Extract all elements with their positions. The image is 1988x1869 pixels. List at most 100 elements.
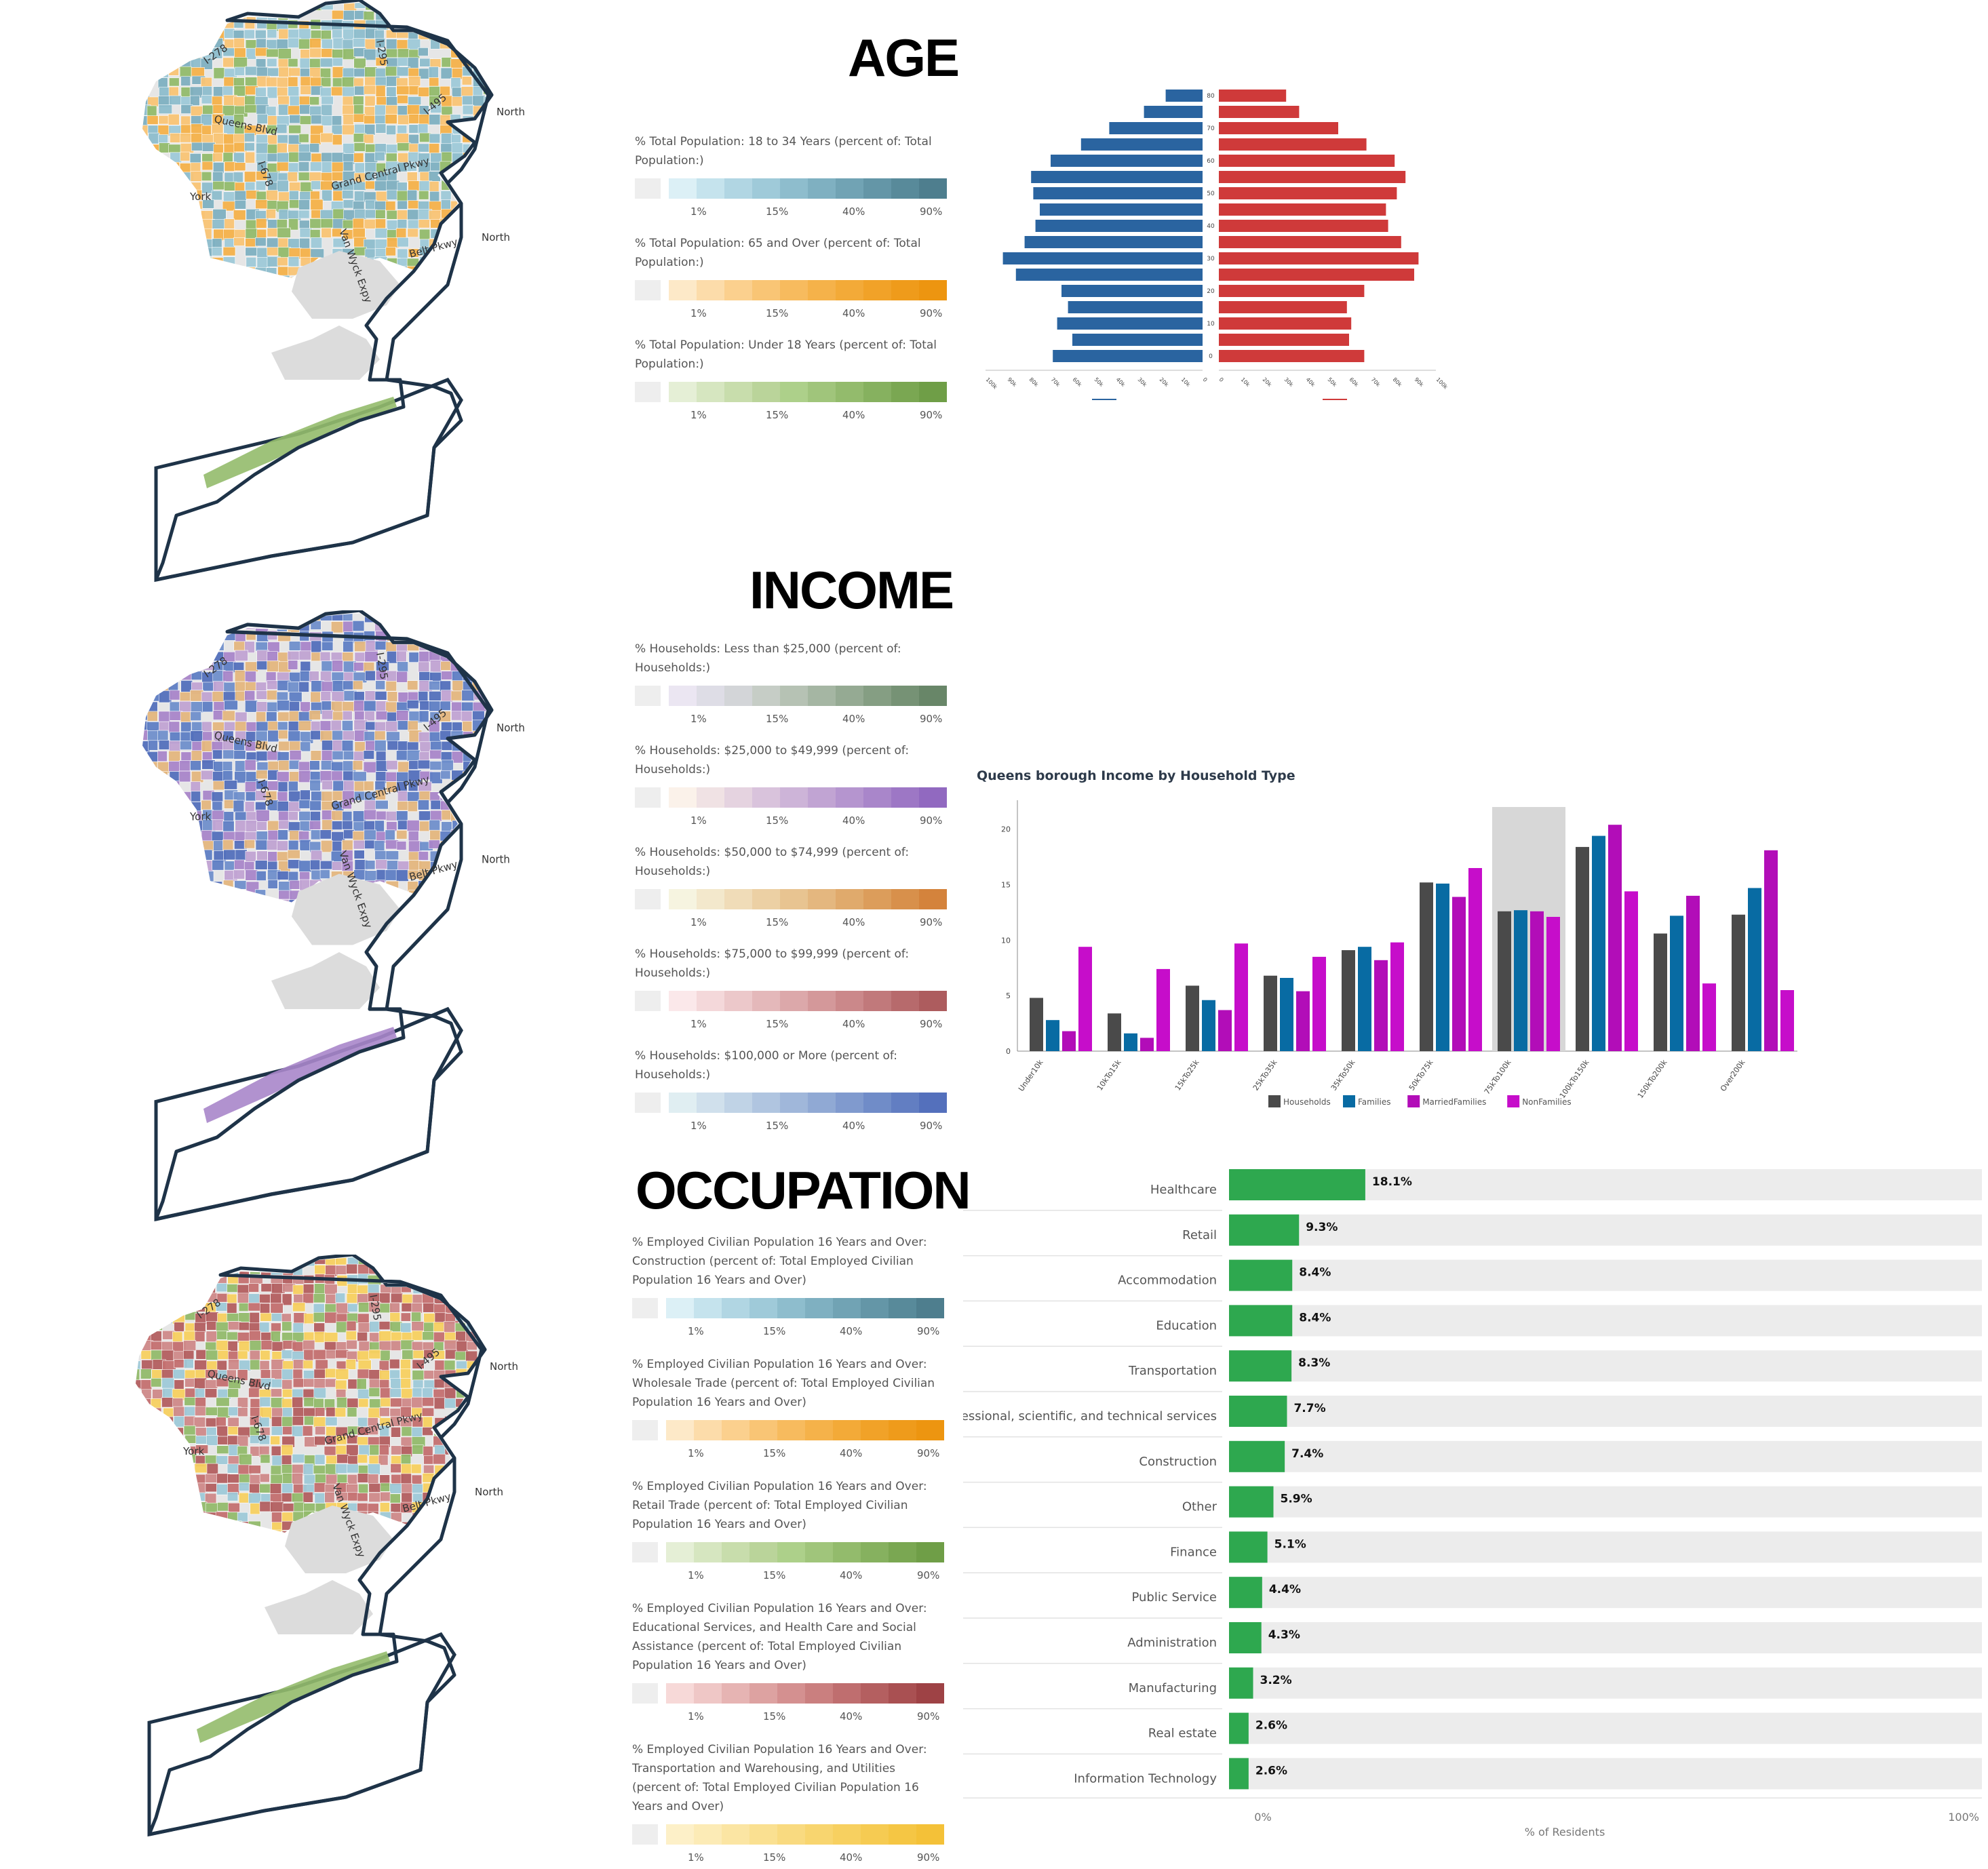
pyramid-x-tick-right: 40k [1305, 376, 1317, 388]
pyramid-x-tick-right: 80k [1392, 376, 1403, 388]
legend-swatch [780, 889, 808, 909]
map-tract [407, 209, 419, 220]
income-bar [1046, 1020, 1059, 1051]
map-tract [484, 781, 490, 792]
map-tract [142, 266, 151, 277]
map-tract [321, 189, 332, 201]
map-tract [195, 1264, 206, 1274]
map-tract [157, 199, 171, 211]
map-tract [190, 730, 203, 743]
map-tract [472, 20, 484, 29]
map-tract [147, 660, 157, 670]
map-tract [224, 218, 235, 229]
map-tract [288, 781, 298, 792]
map-tract [343, 613, 353, 621]
map-tract [179, 650, 193, 663]
map-tract [169, 690, 180, 701]
map-tract [238, 1303, 250, 1312]
legend-tick-label: 15% [766, 1120, 789, 1132]
map-tract [170, 831, 182, 842]
map-tract [235, 760, 246, 773]
map-tract [487, 1398, 499, 1409]
legend-swatch [666, 1683, 694, 1704]
map-tract [336, 1474, 348, 1484]
map-tract [288, 660, 298, 670]
map-tract [495, 49, 505, 59]
map-tract [473, 651, 488, 665]
map-tract [170, 133, 182, 143]
legend-no-data-swatch [632, 1824, 658, 1845]
legend-swatch [752, 1093, 780, 1113]
pyramid-age-tick: 40 [1207, 223, 1215, 230]
map-tract [136, 1511, 142, 1520]
map-tract [385, 66, 397, 77]
map-tract [495, 181, 507, 189]
map-tract [483, 829, 490, 840]
map-tract [227, 1293, 237, 1304]
map-tract [408, 96, 422, 106]
map-tract [255, 275, 267, 278]
occupation-bar [1229, 1440, 1285, 1472]
map-tract [289, 182, 301, 192]
map-tract [353, 680, 364, 690]
map-tract [152, 1427, 163, 1438]
map-tract [271, 1407, 284, 1417]
income-legend-swatch [1268, 1095, 1281, 1107]
map-tract [353, 28, 368, 40]
map-tract [147, 860, 158, 872]
map-tract [200, 275, 215, 278]
map-tract [184, 1322, 196, 1332]
income-bar [1546, 917, 1560, 1051]
map-tract [256, 218, 267, 229]
map-tract [151, 1407, 162, 1419]
map-tract [309, 161, 322, 172]
occupation-x-axis-title: % of Residents [1525, 1826, 1605, 1838]
legend-no-data-swatch [635, 382, 661, 402]
legend-swatch [752, 787, 780, 808]
map-tract [190, 47, 202, 60]
income-bar [1108, 1013, 1121, 1051]
map-tract [172, 1264, 187, 1275]
map-tract [267, 851, 278, 863]
map-tract [234, 890, 245, 901]
map-tract [334, 1407, 347, 1417]
occupation-share-chart: Healthcare18.1%Retail9.3%Accommodation8.… [963, 1169, 1982, 1838]
map-tract [309, 710, 321, 720]
map-tract [234, 229, 246, 239]
map-tract [270, 1501, 284, 1512]
legend-swatch [724, 787, 752, 808]
map-tract [288, 256, 300, 267]
map-tract [202, 630, 214, 640]
map-tract [494, 781, 507, 791]
map-tract [385, 829, 395, 842]
map-tract [211, 791, 223, 802]
map-tract [234, 880, 247, 890]
map-tract [390, 1331, 403, 1341]
legend-swatch [863, 1093, 891, 1113]
map-tract [408, 248, 419, 258]
map-tract [136, 1379, 142, 1390]
map-tract [201, 613, 214, 623]
map-tract [224, 780, 237, 790]
map-tract [346, 1339, 357, 1350]
legend-tick-label: 15% [766, 409, 789, 421]
map-tract [483, 56, 490, 68]
pyramid-x-tick-right: 90k [1414, 376, 1425, 388]
map-tract [325, 1350, 337, 1359]
map-tract [195, 1521, 209, 1531]
map-tract [465, 1284, 476, 1296]
map-tract [277, 275, 290, 278]
legend-color-ramp [635, 178, 947, 199]
legend-tick-label: 40% [842, 409, 865, 421]
map-tract [212, 613, 225, 621]
map-tract [341, 77, 355, 88]
map-tract [402, 1530, 413, 1533]
map-tract [408, 49, 420, 59]
map-tract [407, 680, 418, 690]
map-tract [418, 851, 429, 861]
map-tract [142, 781, 147, 793]
map-tract [151, 1512, 161, 1523]
